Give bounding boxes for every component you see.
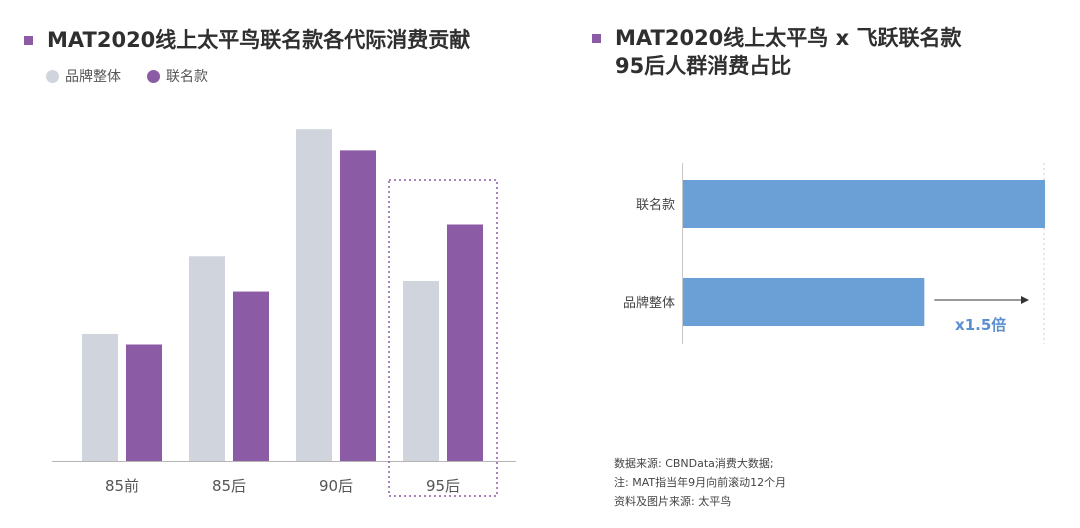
- arrow-head-icon: [1021, 296, 1029, 304]
- source-line: 资料及图片来源: 太平鸟: [614, 495, 732, 508]
- bar-collab: [340, 150, 376, 462]
- bar-brand: [189, 256, 225, 461]
- bar-brand: [296, 129, 332, 461]
- x-tick-label: 85前: [105, 477, 139, 495]
- bar-collab: [126, 344, 162, 461]
- x-tick-label: 90后: [319, 477, 353, 495]
- y-tick-label: 联名款: [636, 197, 675, 213]
- legend-label-brand: 品牌整体: [65, 69, 121, 85]
- left-chart-title: MAT2020线上太平鸟联名款各代际消费贡献: [24, 26, 470, 54]
- hbar: [683, 180, 1045, 228]
- x-tick-label: 85后: [212, 477, 246, 495]
- legend-dot-purple: [147, 69, 160, 83]
- title-bullet-icon: [24, 36, 33, 45]
- right-chart-title-text: MAT2020线上太平鸟 x 飞跃联名款 95后人群消费占比: [615, 26, 962, 78]
- multiplier-annotation: x1.5倍: [955, 316, 1006, 334]
- left-chart-title-text: MAT2020线上太平鸟联名款各代际消费贡献: [47, 28, 471, 52]
- left-chart-legend: 品牌整体 联名款: [46, 66, 208, 86]
- highlight-box: [388, 179, 498, 497]
- right-chart-title: MAT2020线上太平鸟 x 飞跃联名款 95后人群消费占比: [592, 24, 961, 80]
- legend-item-collab: 联名款: [147, 66, 208, 86]
- y-tick-label: 品牌整体: [623, 295, 675, 311]
- source-line: 注: MAT指当年9月向前滚动12个月: [614, 476, 787, 489]
- source-note: 数据来源: CBNData消费大数据; 注: MAT指当年9月向前滚动12个月 …: [614, 454, 786, 511]
- legend-item-brand: 品牌整体: [46, 66, 121, 86]
- x-tick-label: 95后: [426, 477, 460, 495]
- bar-brand: [403, 280, 439, 461]
- left-bar-chart: 85前 85后 90后 95后: [52, 129, 516, 497]
- source-line: 数据来源: CBNData消费大数据;: [614, 457, 774, 470]
- legend-label-collab: 联名款: [166, 69, 208, 85]
- legend-dot-grey: [46, 69, 59, 83]
- title-bullet-icon: [592, 34, 601, 43]
- bar-collab: [447, 224, 483, 461]
- bar-collab: [233, 291, 269, 461]
- hbar: [683, 278, 925, 326]
- bar-brand: [82, 333, 118, 461]
